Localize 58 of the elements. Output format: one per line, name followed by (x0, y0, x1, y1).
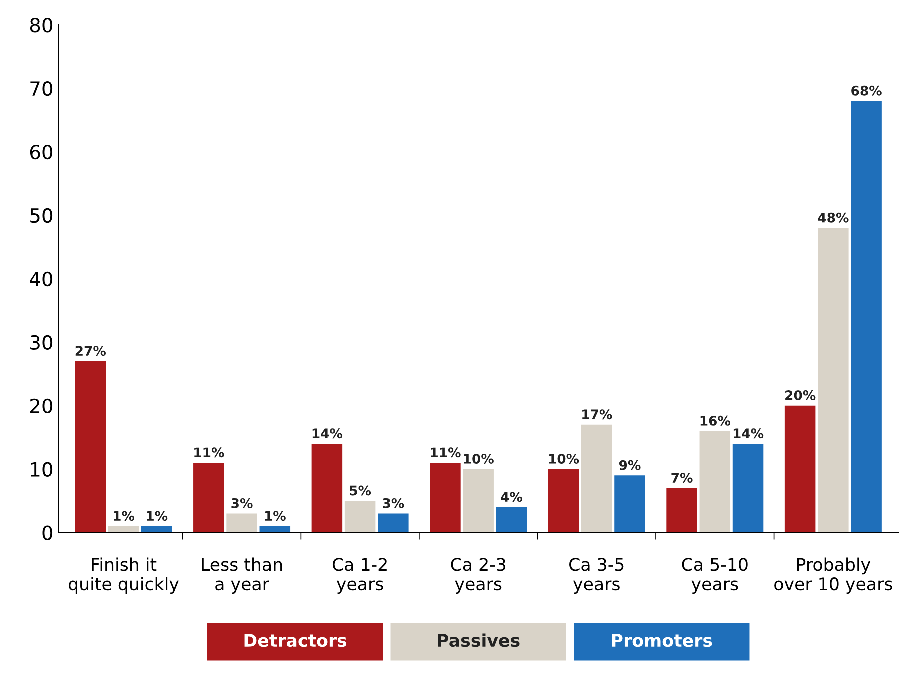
data-label: 10% (464, 454, 494, 464)
data-label: 10% (549, 454, 580, 464)
bar (312, 444, 343, 533)
data-label: 9% (619, 460, 641, 470)
bar (463, 469, 494, 533)
data-label: 14% (734, 428, 764, 439)
data-label: 11% (194, 448, 224, 458)
y-tick-label: 0 (42, 526, 53, 540)
x-tick-label: Less than a year (202, 558, 282, 594)
data-label: 27% (76, 346, 106, 356)
bar (666, 488, 698, 533)
data-label: 1% (265, 511, 286, 522)
x-tick-label: Ca 3-5 years (570, 558, 624, 594)
data-label: 3% (232, 498, 253, 508)
x-tick-label: Ca 1-2 years (332, 558, 387, 594)
bar (548, 469, 580, 533)
data-label: 68% (852, 86, 882, 96)
bar (430, 462, 461, 533)
data-label: 1% (147, 511, 168, 522)
data-label: 20% (786, 390, 816, 401)
bar (784, 406, 816, 533)
y-tick-label: 30 (30, 335, 53, 350)
bar (75, 361, 106, 533)
x-tick-label: Probably over 10 years (774, 558, 892, 594)
data-label: 7% (672, 473, 693, 484)
text: Detractors (244, 634, 347, 648)
y-tick-label: 50 (30, 208, 53, 224)
data-label: 14% (312, 428, 343, 439)
data-label: 17% (582, 410, 612, 420)
text: Passives (438, 634, 520, 648)
data-label: 5% (350, 486, 372, 496)
y-tick-label: 10 (31, 462, 53, 477)
bar (496, 507, 528, 533)
x-tick-label: Finish it quite quickly (69, 558, 179, 594)
y-tick-label: 20 (30, 398, 53, 414)
x-tick-label: Ca 2-3 years (451, 558, 506, 594)
bar (226, 514, 258, 533)
data-label: 48% (818, 212, 849, 223)
data-label: 16% (700, 416, 731, 426)
bar (818, 228, 849, 533)
bar (194, 462, 224, 533)
data-label: 1% (114, 511, 135, 522)
bar (614, 476, 646, 533)
bar (700, 431, 731, 533)
bar (344, 501, 376, 533)
bar (581, 424, 612, 533)
data-label: 4% (501, 492, 522, 502)
y-tick-label: 80 (30, 18, 53, 33)
y-tick-label: 60 (30, 144, 53, 160)
text: Promoters (612, 634, 712, 648)
y-tick-label: 70 (30, 81, 53, 96)
data-label: 11% (431, 448, 461, 458)
data-label: 3% (383, 498, 404, 508)
bar (732, 444, 764, 533)
bar (851, 101, 882, 533)
bar (378, 514, 409, 533)
x-tick-label: Ca 5-10 years (682, 558, 748, 594)
y-tick-label: 40 (30, 272, 53, 287)
